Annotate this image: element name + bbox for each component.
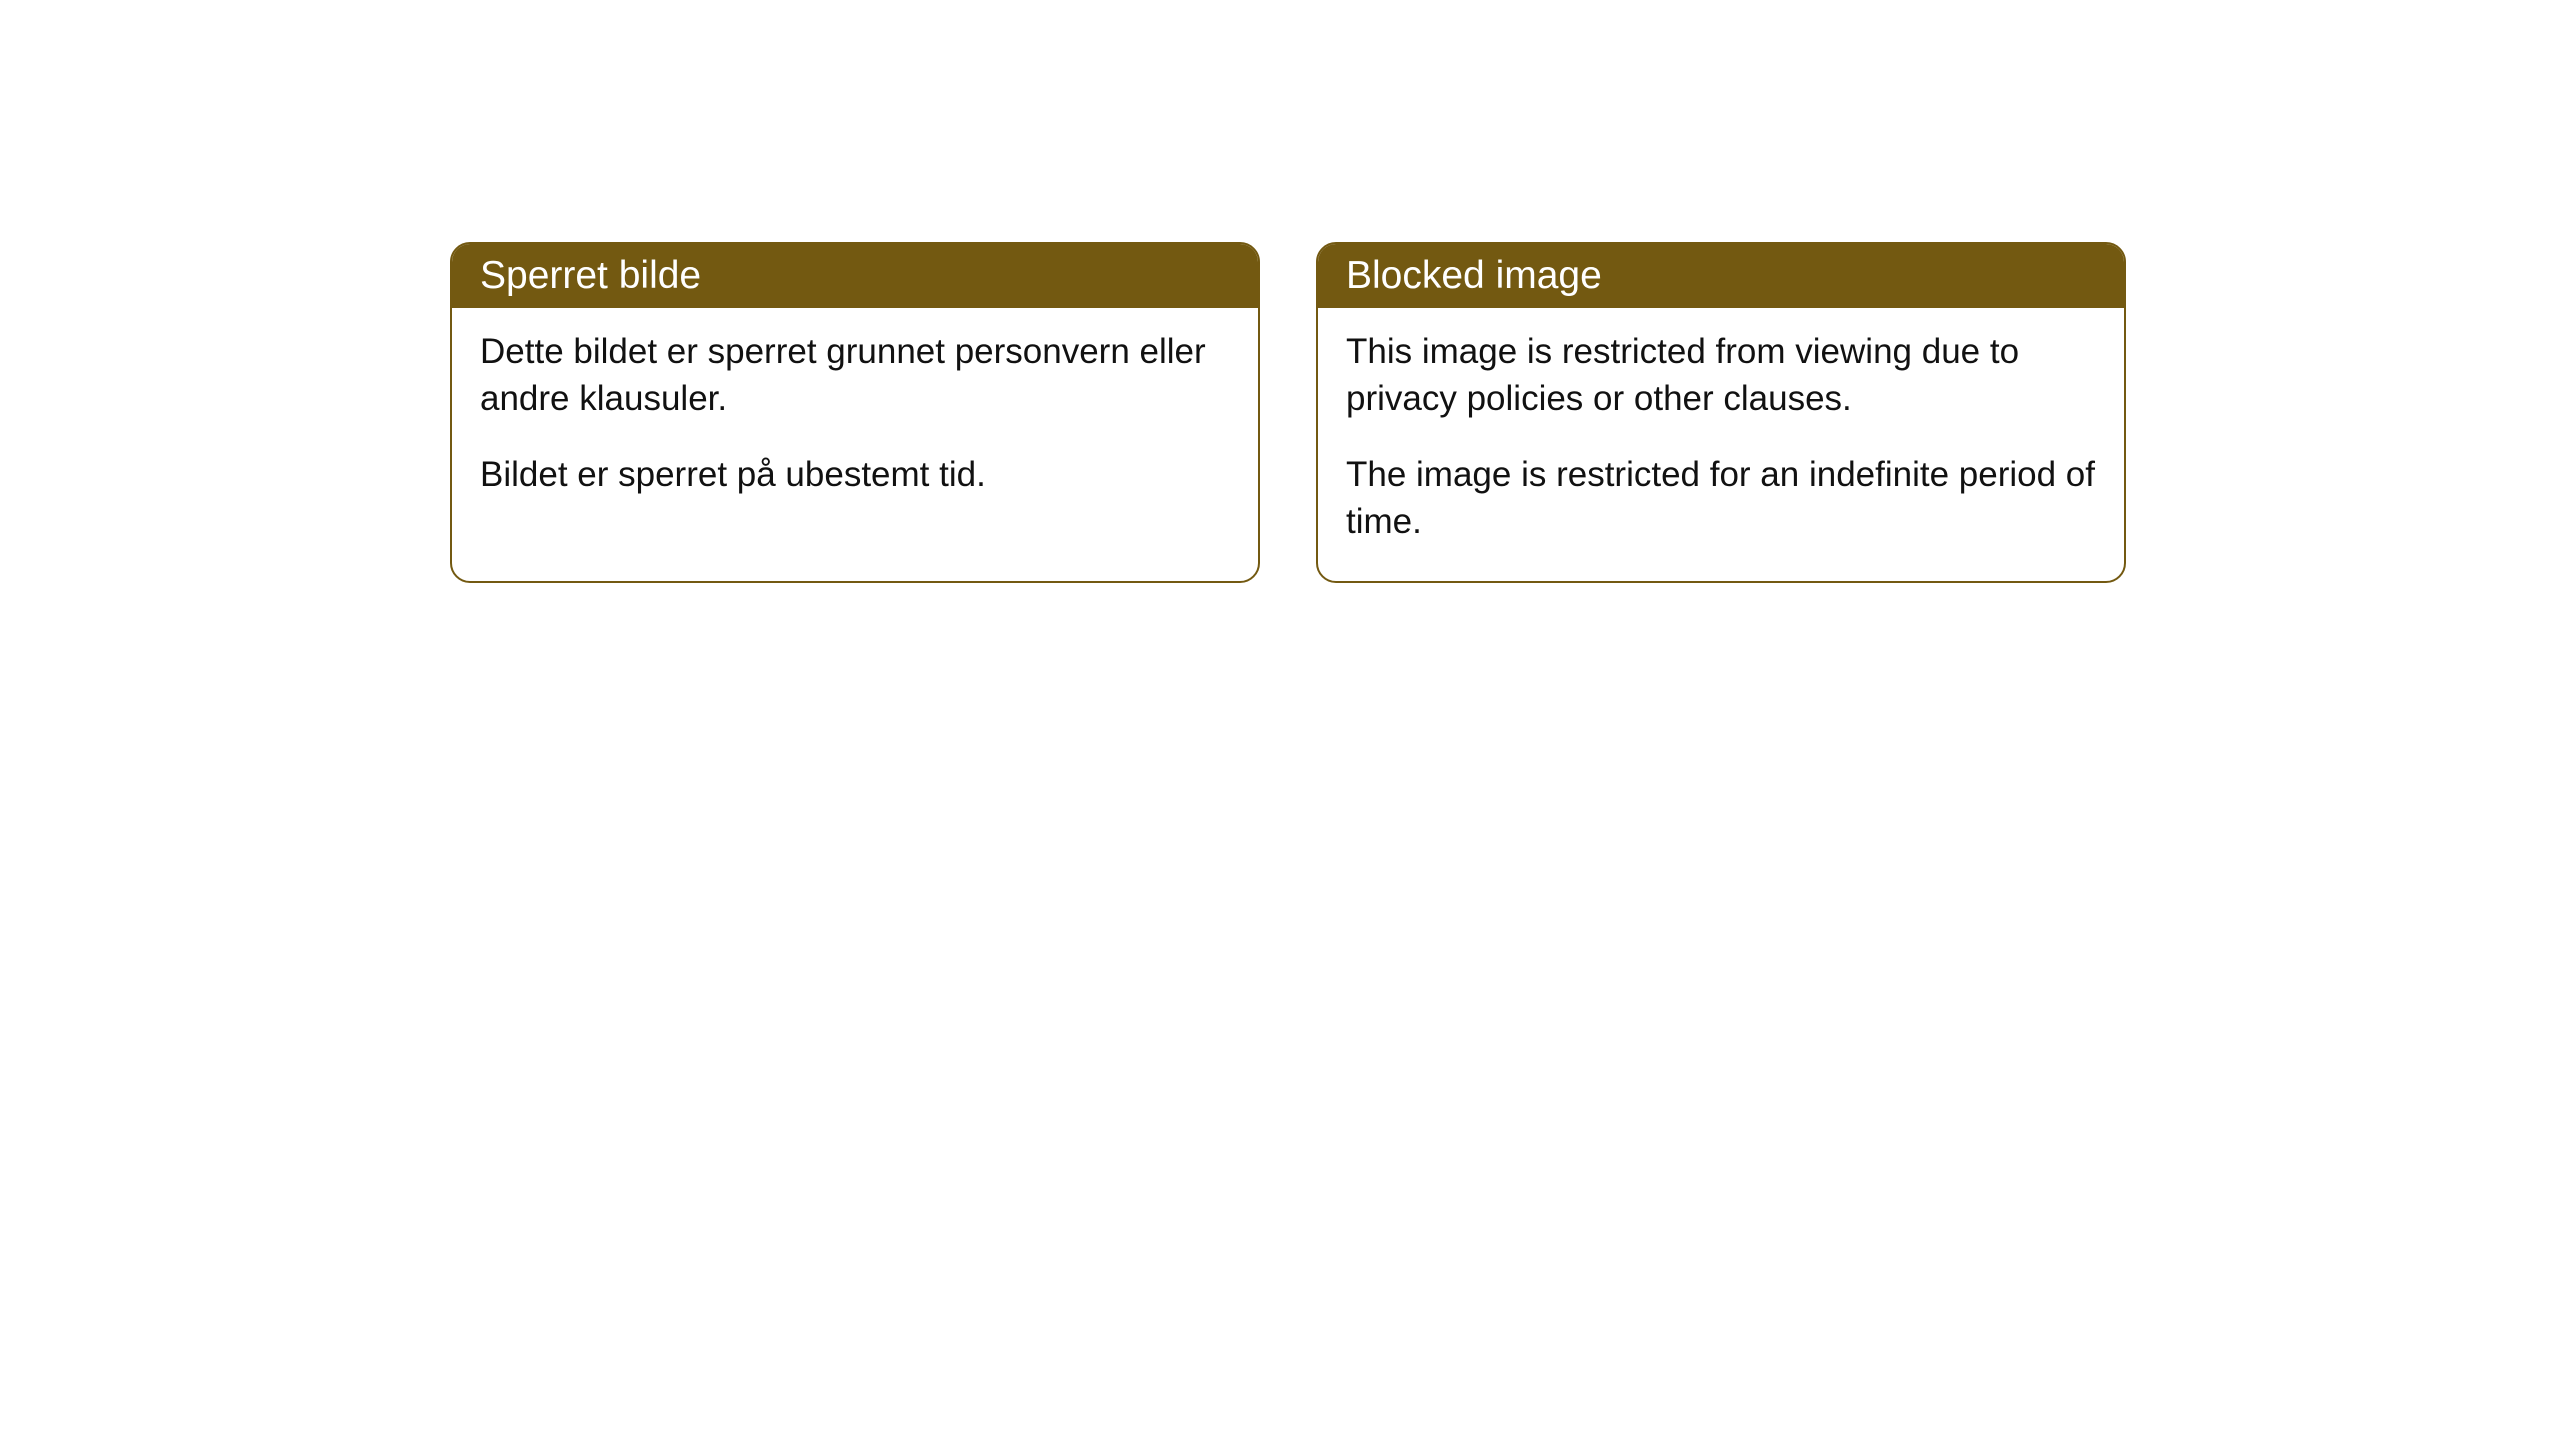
- card-header: Sperret bilde: [452, 244, 1258, 308]
- card-title: Blocked image: [1346, 254, 1602, 297]
- card-title: Sperret bilde: [480, 254, 701, 297]
- card-paragraph: The image is restricted for an indefinit…: [1346, 451, 2096, 546]
- card-body: Dette bildet er sperret grunnet personve…: [452, 308, 1258, 534]
- card-body: This image is restricted from viewing du…: [1318, 308, 2124, 581]
- notice-card-english: Blocked image This image is restricted f…: [1316, 242, 2126, 583]
- card-paragraph: This image is restricted from viewing du…: [1346, 328, 2096, 423]
- notice-card-norwegian: Sperret bilde Dette bildet er sperret gr…: [450, 242, 1260, 583]
- card-header: Blocked image: [1318, 244, 2124, 308]
- card-paragraph: Dette bildet er sperret grunnet personve…: [480, 328, 1230, 423]
- card-paragraph: Bildet er sperret på ubestemt tid.: [480, 451, 1230, 498]
- notice-cards-container: Sperret bilde Dette bildet er sperret gr…: [450, 242, 2126, 583]
